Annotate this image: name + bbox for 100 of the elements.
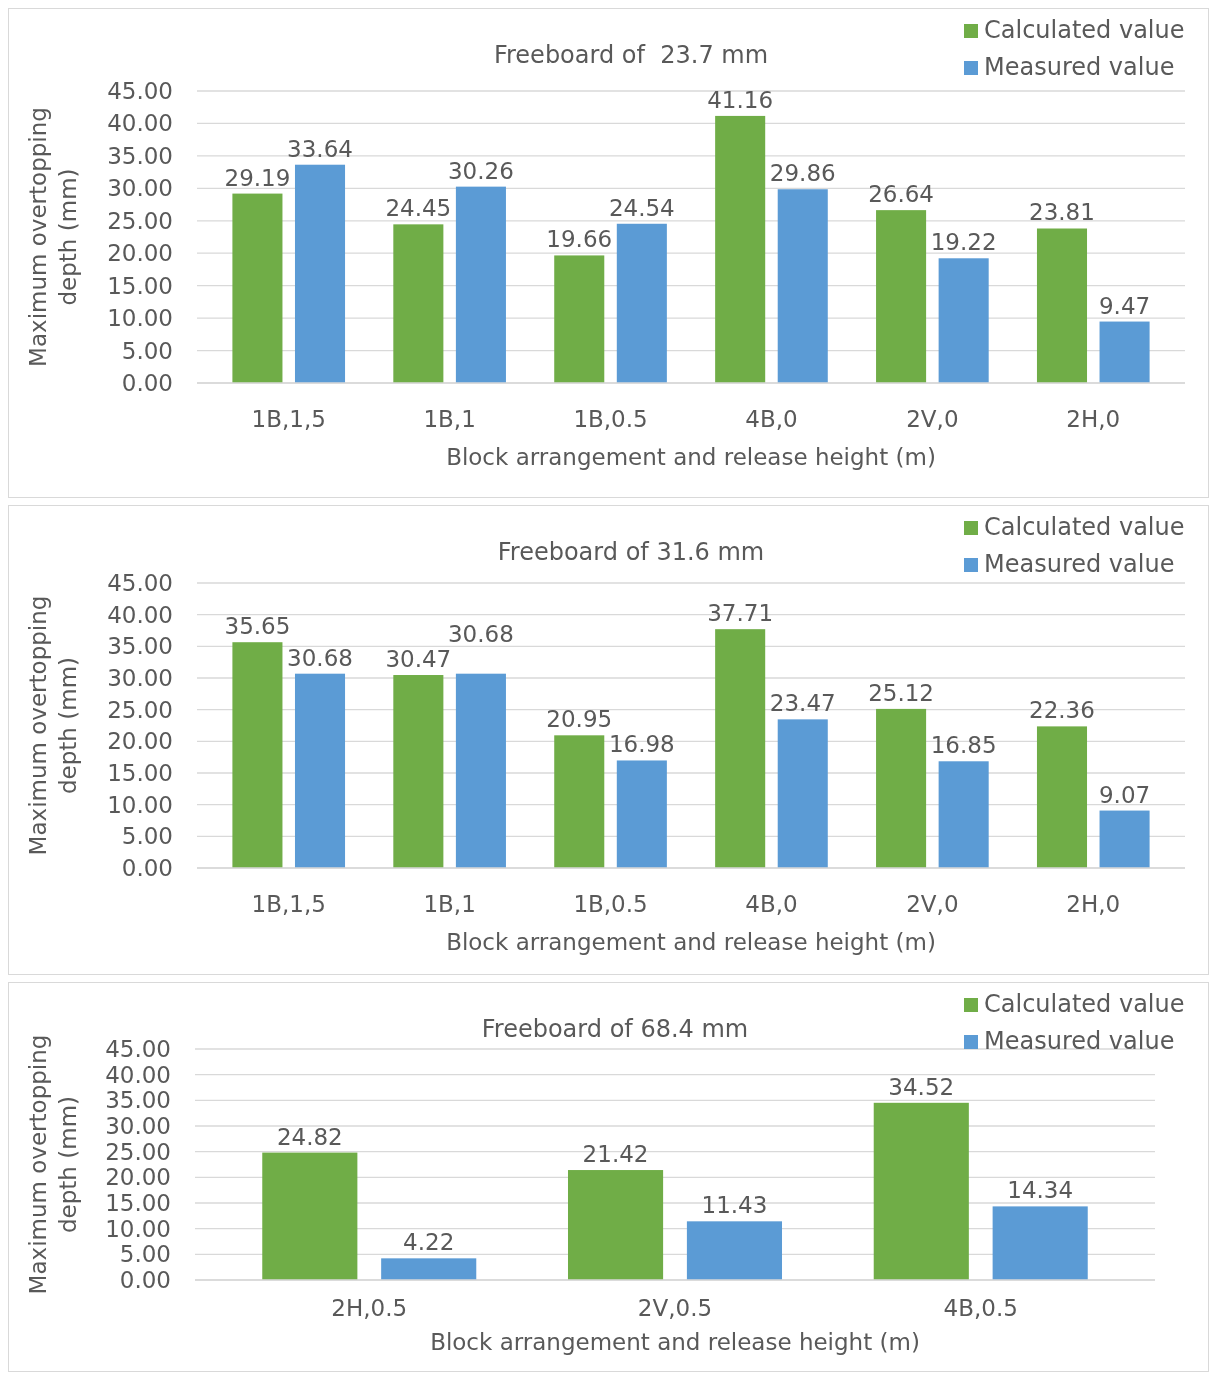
bar (1036, 228, 1088, 383)
x-tick-label: 2V,0 (906, 891, 959, 917)
data-label: 37.71 (707, 600, 774, 627)
bar (873, 1102, 969, 1280)
y-tick-label: 40.00 (107, 110, 173, 137)
bar (294, 673, 346, 868)
y-tick-label: 30.00 (105, 1113, 171, 1140)
data-label: 21.42 (582, 1141, 649, 1168)
x-tick-label: 4B,0 (745, 406, 798, 432)
x-axis-title: Block arrangement and release height (m) (430, 1329, 920, 1355)
legend-label: Calculated value (984, 16, 1185, 44)
x-tick-label: 1B,1 (423, 406, 476, 432)
data-label: 29.86 (769, 160, 836, 187)
bar (393, 224, 444, 383)
data-label: 22.36 (1029, 697, 1095, 724)
bar (876, 708, 927, 868)
y-tick-label: 45.00 (105, 1036, 171, 1063)
data-label: 30.26 (447, 157, 514, 184)
x-tick-label: 2H,0.5 (331, 1295, 408, 1321)
bar (232, 642, 283, 868)
data-label: 19.22 (930, 229, 997, 256)
bar (455, 673, 506, 868)
bar (294, 164, 346, 383)
data-label: 24.82 (276, 1123, 343, 1150)
y-tick-label: 20.00 (105, 1164, 171, 1191)
bar (616, 760, 667, 868)
data-label: 35.65 (224, 613, 291, 640)
y-axis-title: Maximum overtopping depth (mm) (25, 595, 81, 856)
x-tick-label: 1B,1,5 (251, 891, 326, 917)
bar (393, 675, 444, 868)
bar (992, 1206, 1088, 1280)
data-label: 16.98 (608, 731, 675, 758)
bar (554, 255, 605, 383)
data-label: 9.47 (1098, 292, 1151, 319)
y-tick-label: 35.00 (105, 1087, 171, 1114)
y-tick-label: 30.00 (107, 665, 173, 692)
bar (1099, 810, 1150, 868)
x-tick-label: 1B,1,5 (251, 406, 326, 432)
legend-label: Measured value (984, 550, 1175, 578)
bar (232, 193, 283, 383)
y-tick-label: 25.00 (107, 696, 173, 723)
x-tick-label: 4B,0.5 (943, 1295, 1018, 1321)
y-tick-label: 15.00 (107, 272, 173, 299)
bar (777, 189, 828, 383)
x-tick-label: 1B,1 (423, 891, 476, 917)
bar (262, 1152, 358, 1280)
bar (777, 719, 828, 868)
bar (455, 186, 506, 383)
y-tick-label: 35.00 (107, 142, 173, 169)
data-label: 11.43 (701, 1192, 768, 1219)
bar (381, 1258, 477, 1280)
y-tick-label: 5.00 (119, 1241, 171, 1268)
x-tick-label: 2H,0 (1066, 406, 1121, 432)
data-label: 30.47 (385, 646, 452, 673)
data-label: 30.68 (287, 644, 353, 671)
bar (554, 735, 605, 868)
bar (938, 761, 989, 868)
data-label: 26.64 (868, 181, 935, 208)
y-tick-label: 40.00 (105, 1061, 171, 1088)
bar (1099, 321, 1150, 383)
y-axis-title: Maximum overtopping depth (mm) (25, 1034, 81, 1295)
data-label: 23.81 (1029, 199, 1095, 226)
y-tick-label: 0.00 (121, 370, 173, 397)
data-label: 16.85 (930, 732, 997, 759)
y-tick-label: 15.00 (105, 1190, 171, 1217)
data-label: 34.52 (888, 1073, 955, 1100)
bar (1036, 726, 1088, 868)
x-tick-label: 1B,0.5 (573, 891, 648, 917)
data-label: 14.34 (1007, 1177, 1074, 1204)
y-tick-label: 20.00 (107, 728, 173, 755)
x-axis-title: Block arrangement and release height (m) (446, 929, 936, 955)
data-label: 33.64 (287, 135, 353, 162)
x-axis-title: Block arrangement and release height (m) (446, 444, 936, 470)
x-tick-label: 4B,0 (745, 891, 798, 917)
data-label: 29.19 (224, 164, 291, 191)
y-tick-label: 20.00 (107, 240, 173, 267)
y-tick-label: 45.00 (107, 570, 173, 597)
data-label: 20.95 (546, 706, 613, 733)
x-tick-label: 2V,0.5 (637, 1295, 713, 1321)
legend-label: Measured value (984, 1027, 1175, 1055)
y-tick-label: 10.00 (105, 1215, 171, 1242)
y-tick-label: 35.00 (107, 633, 173, 660)
bar (715, 629, 766, 868)
y-tick-label: 30.00 (107, 175, 173, 202)
y-tick-label: 5.00 (121, 337, 173, 364)
x-tick-label: 1B,0.5 (573, 406, 648, 432)
y-tick-label: 0.00 (119, 1267, 171, 1294)
bar (938, 258, 989, 383)
bar (715, 115, 766, 383)
chart-title: Freeboard of 31.6 mm (497, 538, 765, 566)
chart-title: Freeboard of 23.7 mm (493, 41, 769, 69)
x-tick-label: 2H,0 (1066, 891, 1121, 917)
y-tick-label: 0.00 (121, 855, 173, 882)
y-tick-label: 45.00 (107, 78, 173, 105)
y-tick-label: 5.00 (121, 823, 173, 850)
y-tick-label: 10.00 (107, 791, 173, 818)
bar (616, 223, 667, 383)
y-tick-label: 10.00 (107, 305, 173, 332)
bar (686, 1221, 783, 1280)
y-tick-label: 15.00 (107, 760, 173, 787)
